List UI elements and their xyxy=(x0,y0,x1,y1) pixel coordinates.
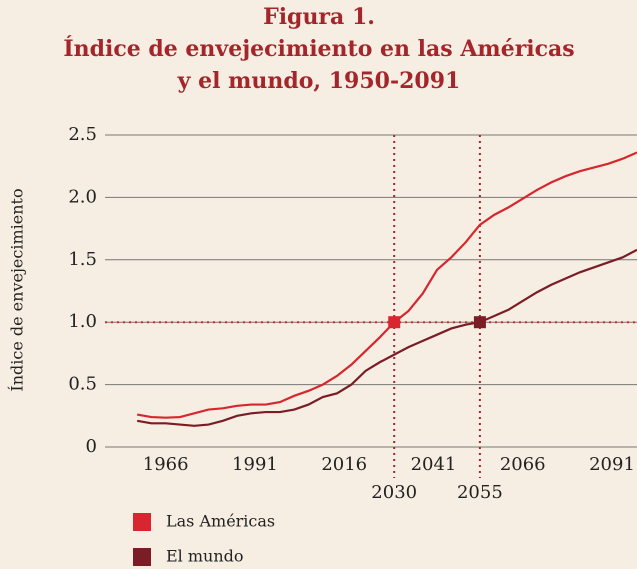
chart-title: y el mundo, 1950-2091 xyxy=(177,68,461,94)
y-tick-label: 2.5 xyxy=(68,124,97,145)
x-tick-label: 2066 xyxy=(500,454,546,475)
y-tick-label: 1.0 xyxy=(68,311,97,332)
y-tick-label: 0 xyxy=(86,436,97,457)
x-tick-label: 1991 xyxy=(232,454,278,475)
legend-label: El mundo xyxy=(166,547,244,566)
marker xyxy=(473,316,486,329)
line-series xyxy=(136,151,637,419)
y-tick-label: 2.0 xyxy=(68,186,97,207)
marker xyxy=(388,316,401,329)
legend-swatch xyxy=(133,548,151,566)
line-series xyxy=(136,248,637,427)
chart-title: Índice de envejecimiento en las Américas xyxy=(63,35,574,62)
legend-label: Las Américas xyxy=(166,512,275,531)
reference-label: 2055 xyxy=(457,482,503,503)
x-tick-label: 2041 xyxy=(411,454,457,475)
chart-label: Figura 1. xyxy=(263,4,375,30)
reference-label: 2030 xyxy=(371,482,417,503)
legend-swatch xyxy=(133,513,151,531)
y-tick-label: 0.5 xyxy=(68,374,97,395)
x-tick-label: 2091 xyxy=(589,454,635,475)
x-tick-label: 1966 xyxy=(143,454,189,475)
x-tick-label: 2016 xyxy=(321,454,367,475)
y-axis-label: Índice de envejecimiento xyxy=(7,188,27,391)
y-tick-label: 1.5 xyxy=(68,249,97,270)
